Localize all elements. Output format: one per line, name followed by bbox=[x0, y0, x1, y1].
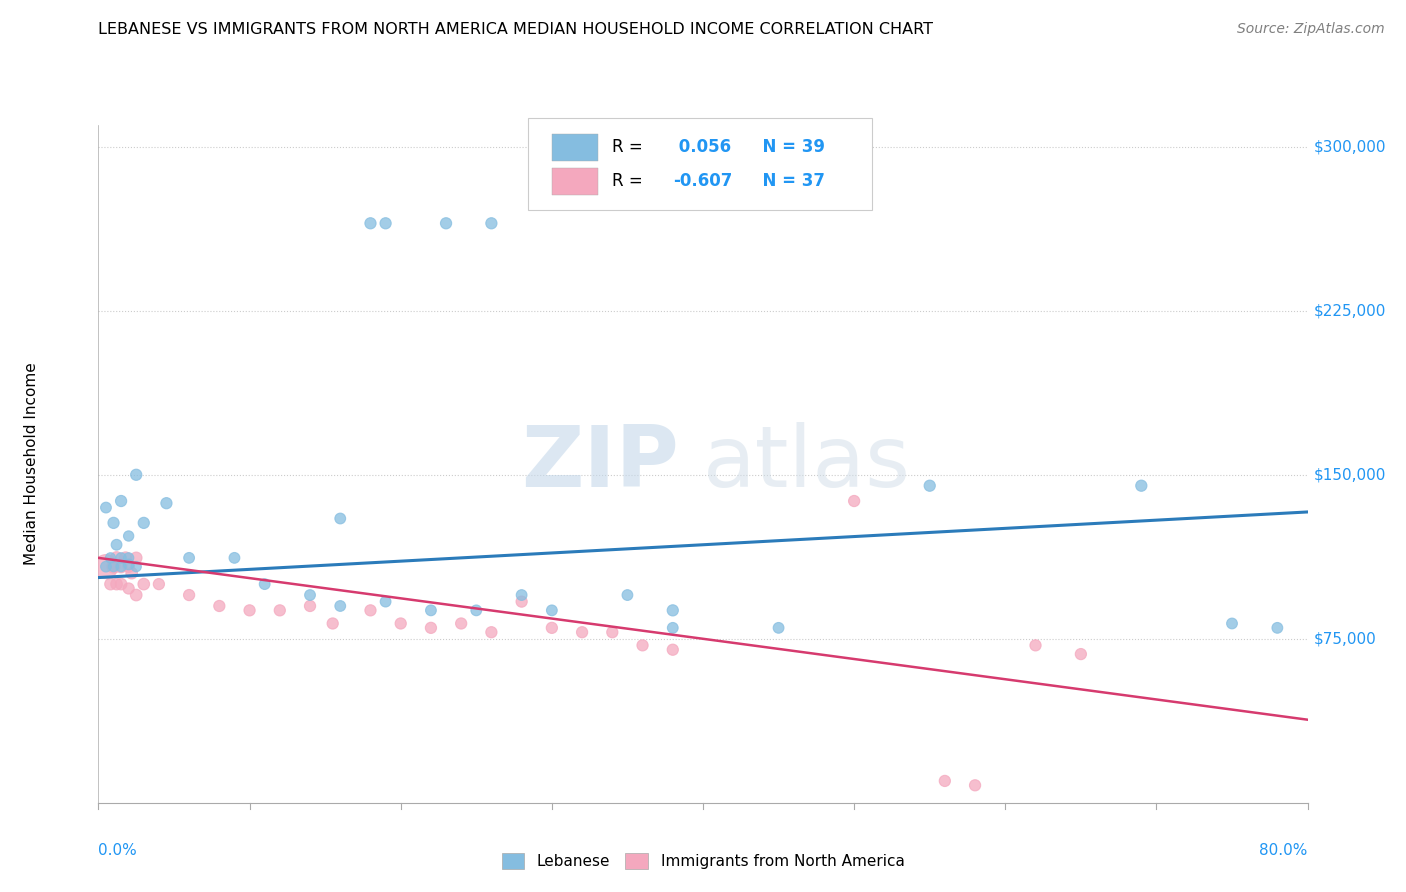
Point bbox=[481, 216, 503, 230]
Point bbox=[510, 588, 533, 602]
Text: 80.0%: 80.0% bbox=[1260, 844, 1308, 858]
Point bbox=[510, 594, 533, 608]
Point bbox=[1070, 647, 1092, 661]
Point bbox=[125, 467, 148, 482]
Point bbox=[329, 599, 352, 613]
Point bbox=[768, 621, 790, 635]
Point bbox=[94, 559, 117, 574]
Point bbox=[631, 638, 654, 652]
Point bbox=[1220, 616, 1243, 631]
Point bbox=[1265, 621, 1288, 635]
Point bbox=[105, 538, 128, 552]
Point bbox=[155, 496, 177, 510]
Point bbox=[844, 494, 866, 508]
Point bbox=[602, 625, 624, 640]
FancyBboxPatch shape bbox=[551, 168, 598, 194]
Point bbox=[105, 550, 128, 565]
Point bbox=[934, 773, 956, 788]
Point bbox=[299, 588, 322, 602]
Point bbox=[661, 603, 683, 617]
Point bbox=[125, 550, 148, 565]
Point bbox=[132, 516, 155, 530]
Point bbox=[322, 616, 344, 631]
Point bbox=[118, 558, 141, 572]
Point bbox=[105, 577, 128, 591]
Text: $75,000: $75,000 bbox=[1313, 632, 1376, 647]
Point bbox=[661, 642, 683, 657]
FancyBboxPatch shape bbox=[527, 118, 872, 210]
Point bbox=[616, 588, 638, 602]
Text: Median Household Income: Median Household Income bbox=[24, 362, 39, 566]
Legend: Lebanese, Immigrants from North America: Lebanese, Immigrants from North America bbox=[495, 847, 911, 875]
Point bbox=[94, 500, 117, 515]
Point bbox=[360, 603, 382, 617]
Point bbox=[177, 550, 201, 565]
Point bbox=[1024, 638, 1046, 652]
Point bbox=[253, 577, 276, 591]
Point bbox=[110, 550, 132, 565]
Point bbox=[110, 559, 132, 574]
Point bbox=[465, 603, 488, 617]
FancyBboxPatch shape bbox=[551, 134, 598, 161]
Point bbox=[540, 621, 562, 635]
Text: R =: R = bbox=[612, 172, 648, 190]
Point bbox=[450, 616, 472, 631]
Text: 0.056: 0.056 bbox=[672, 138, 731, 156]
Point bbox=[100, 550, 122, 565]
Point bbox=[110, 577, 132, 591]
Point bbox=[481, 625, 503, 640]
Point bbox=[110, 494, 132, 508]
Point bbox=[208, 599, 231, 613]
Point bbox=[419, 603, 441, 617]
Point bbox=[103, 559, 125, 574]
Point bbox=[965, 778, 987, 792]
Point bbox=[419, 621, 441, 635]
Point bbox=[360, 216, 382, 230]
Point bbox=[118, 529, 141, 543]
Point bbox=[103, 559, 125, 574]
Text: 0.0%: 0.0% bbox=[98, 844, 138, 858]
Text: LEBANESE VS IMMIGRANTS FROM NORTH AMERICA MEDIAN HOUSEHOLD INCOME CORRELATION CH: LEBANESE VS IMMIGRANTS FROM NORTH AMERIC… bbox=[98, 22, 934, 37]
Point bbox=[434, 216, 457, 230]
Point bbox=[269, 603, 291, 617]
Point bbox=[118, 550, 141, 565]
Text: $300,000: $300,000 bbox=[1313, 139, 1386, 154]
Point bbox=[118, 582, 141, 596]
Point bbox=[540, 603, 562, 617]
Text: $225,000: $225,000 bbox=[1313, 303, 1386, 318]
Point bbox=[94, 559, 117, 574]
Text: N = 37: N = 37 bbox=[751, 172, 825, 190]
Text: ZIP: ZIP bbox=[522, 422, 679, 506]
Point bbox=[374, 594, 396, 608]
Text: $150,000: $150,000 bbox=[1313, 467, 1386, 483]
Text: Source: ZipAtlas.com: Source: ZipAtlas.com bbox=[1237, 22, 1385, 37]
Point bbox=[389, 616, 412, 631]
Point bbox=[224, 550, 246, 565]
Point bbox=[374, 216, 396, 230]
Point bbox=[121, 566, 143, 581]
Point bbox=[177, 588, 201, 602]
Point bbox=[103, 516, 125, 530]
Text: atlas: atlas bbox=[703, 422, 911, 506]
Point bbox=[239, 603, 262, 617]
Point bbox=[114, 550, 136, 565]
Text: -0.607: -0.607 bbox=[672, 172, 733, 190]
Point bbox=[1130, 479, 1153, 493]
Point bbox=[299, 599, 322, 613]
Point bbox=[571, 625, 593, 640]
Point bbox=[125, 559, 148, 574]
Point bbox=[100, 577, 122, 591]
Point bbox=[148, 577, 170, 591]
Point bbox=[918, 479, 941, 493]
Point bbox=[118, 559, 141, 574]
Point bbox=[132, 577, 155, 591]
Point bbox=[329, 511, 352, 525]
Point bbox=[125, 588, 148, 602]
Point bbox=[110, 559, 132, 574]
Point bbox=[661, 621, 683, 635]
Text: N = 39: N = 39 bbox=[751, 138, 825, 156]
Text: R =: R = bbox=[612, 138, 648, 156]
